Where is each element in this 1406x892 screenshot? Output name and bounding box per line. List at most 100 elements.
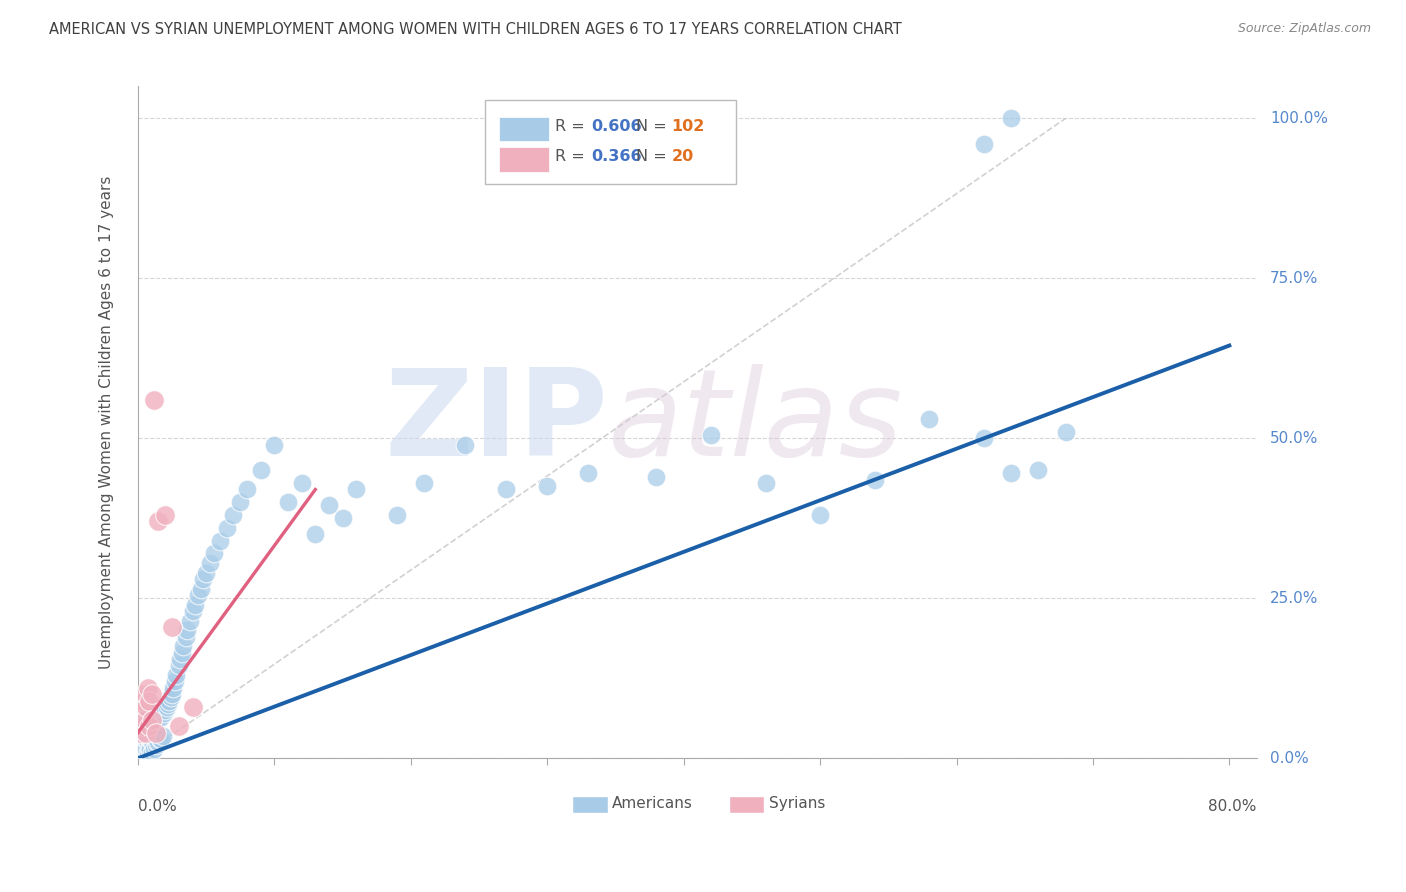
Point [138,719,160,733]
Text: 0.0%: 0.0% [1270,751,1309,765]
Point [973,136,995,151]
Point [190,582,212,596]
Point [162,681,184,695]
Point [129,732,152,747]
Text: Source: ZipAtlas.com: Source: ZipAtlas.com [1237,22,1371,36]
Text: 0.0%: 0.0% [138,798,177,814]
Text: 80.0%: 80.0% [1208,798,1257,814]
Point [645,469,668,483]
Point [174,630,197,644]
Point [135,741,157,756]
Point [139,741,162,756]
Point [148,713,170,727]
Point [141,723,163,737]
Point [215,521,238,535]
Point [1000,467,1022,481]
Point [145,706,167,721]
Point [1054,425,1077,439]
Point [1028,463,1050,477]
Point [202,546,225,560]
Y-axis label: Unemployment Among Women with Children Ages 6 to 17 years: Unemployment Among Women with Children A… [100,176,114,669]
Point [141,745,163,759]
Point [129,725,152,739]
Point [135,732,157,747]
Point [134,713,156,727]
Point [156,700,179,714]
Point [149,732,172,747]
Point [142,739,165,753]
Point [138,693,160,707]
Point [134,713,156,727]
Point [167,719,190,733]
Point [385,508,408,522]
Point [149,709,172,723]
Text: 0.606: 0.606 [591,120,641,134]
Point [148,515,170,529]
Point [918,412,941,426]
Point [754,476,776,491]
Point [145,725,167,739]
Point [193,572,215,586]
Point [160,687,183,701]
Point [1000,112,1022,126]
FancyBboxPatch shape [485,100,737,184]
Point [576,467,599,481]
Point [155,508,177,522]
Point [143,741,166,756]
Text: R =: R = [555,149,591,164]
Point [152,729,174,743]
Point [131,739,153,753]
Point [150,709,173,723]
FancyBboxPatch shape [572,796,607,814]
Point [138,741,160,756]
Point [344,483,367,497]
Point [170,646,193,660]
Point [413,476,436,491]
Point [263,438,285,452]
Point [808,508,831,522]
Point [291,476,314,491]
Point [143,713,166,727]
Point [135,716,157,731]
Point [200,556,222,570]
Point [150,732,173,747]
Text: atlas: atlas [607,364,903,481]
Point [863,473,886,487]
Point [136,681,159,695]
Point [132,719,155,733]
Point [148,735,170,749]
Point [187,588,209,602]
Point [139,713,162,727]
Point [172,640,194,654]
Point [163,674,186,689]
Point [134,725,156,739]
Point [136,723,159,737]
Point [165,668,187,682]
Point [141,735,163,749]
Point [134,745,156,759]
Text: ZIP: ZIP [384,364,607,481]
FancyBboxPatch shape [728,796,765,814]
Point [134,687,156,701]
Point [143,729,166,743]
Point [141,713,163,727]
Point [277,495,299,509]
Point [135,725,157,739]
Point [236,483,259,497]
Text: 102: 102 [672,120,704,134]
Point [304,527,326,541]
Text: Syrians: Syrians [769,797,825,812]
Point [142,709,165,723]
Point [160,620,183,634]
Text: 0.366: 0.366 [591,149,641,164]
Point [153,706,176,721]
Point [222,508,245,522]
Point [145,739,167,753]
Point [136,706,159,721]
Text: 50.0%: 50.0% [1270,431,1319,446]
Point [159,690,181,705]
Point [139,732,162,747]
Point [332,511,354,525]
Point [176,624,198,638]
Text: 25.0%: 25.0% [1270,591,1319,606]
